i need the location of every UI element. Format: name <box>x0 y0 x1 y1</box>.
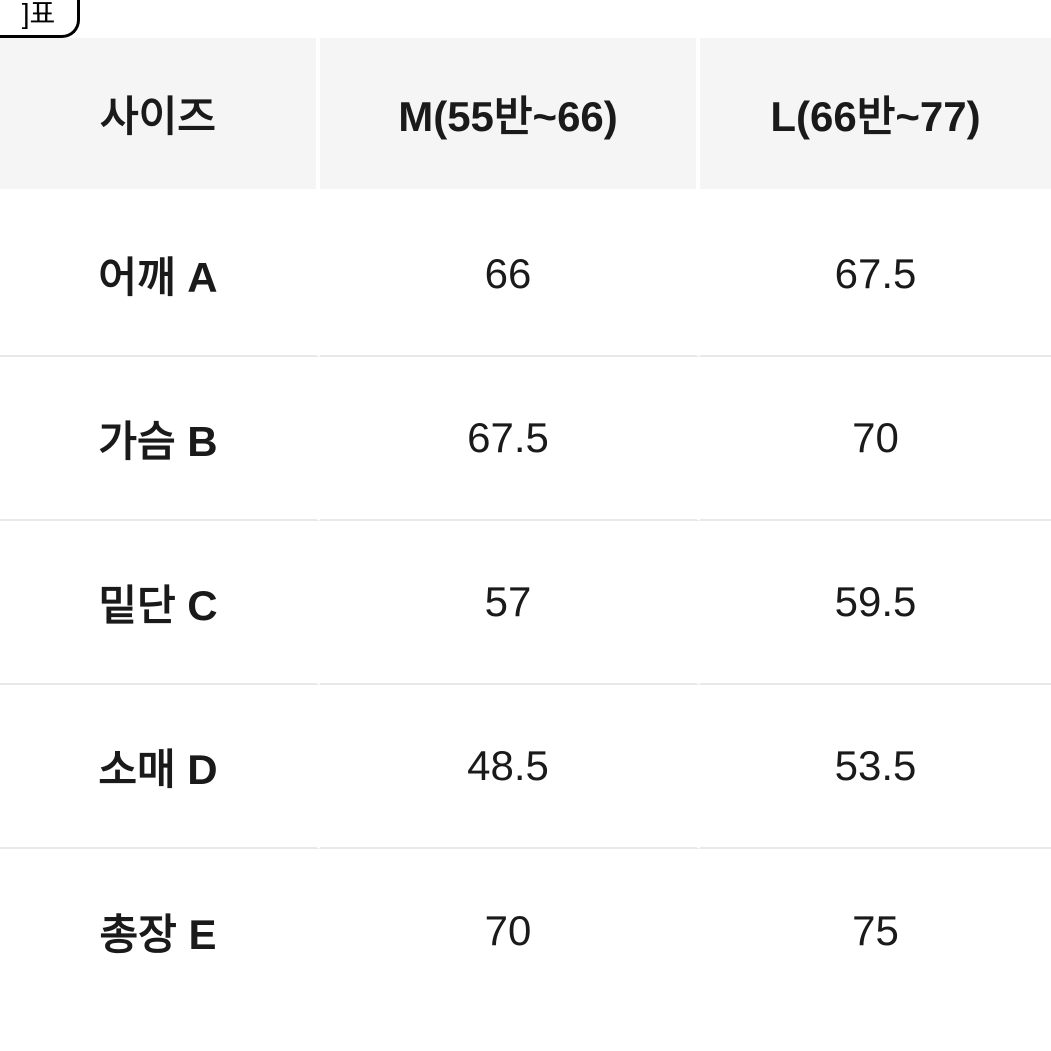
header-m: M(55반~66) <box>320 38 700 193</box>
cell-value: 67.5 <box>700 193 1051 357</box>
cell-value: 75 <box>700 849 1051 1013</box>
table-row: 가슴 B 67.5 70 <box>0 357 1051 521</box>
cell-value: 70 <box>700 357 1051 521</box>
header-l: L(66반~77) <box>700 38 1051 193</box>
cell-value: 67.5 <box>320 357 700 521</box>
cell-value: 48.5 <box>320 685 700 849</box>
tab-label: ]표 <box>22 0 56 28</box>
size-table: 사이즈 M(55반~66) L(66반~77) 어깨 A 66 67.5 가슴 … <box>0 38 1051 1013</box>
cell-value: 59.5 <box>700 521 1051 685</box>
row-label: 밑단 C <box>0 521 320 685</box>
row-label: 소매 D <box>0 685 320 849</box>
tab-fragment: ]표 <box>0 0 80 38</box>
cell-value: 66 <box>320 193 700 357</box>
row-label: 총장 E <box>0 849 320 1013</box>
cell-value: 57 <box>320 521 700 685</box>
header-size: 사이즈 <box>0 38 320 193</box>
table-row: 총장 E 70 75 <box>0 849 1051 1013</box>
row-label: 가슴 B <box>0 357 320 521</box>
cell-value: 70 <box>320 849 700 1013</box>
row-label: 어깨 A <box>0 193 320 357</box>
table-row: 소매 D 48.5 53.5 <box>0 685 1051 849</box>
table-row: 밑단 C 57 59.5 <box>0 521 1051 685</box>
table-row: 어깨 A 66 67.5 <box>0 193 1051 357</box>
table-header-row: 사이즈 M(55반~66) L(66반~77) <box>0 38 1051 193</box>
cell-value: 53.5 <box>700 685 1051 849</box>
